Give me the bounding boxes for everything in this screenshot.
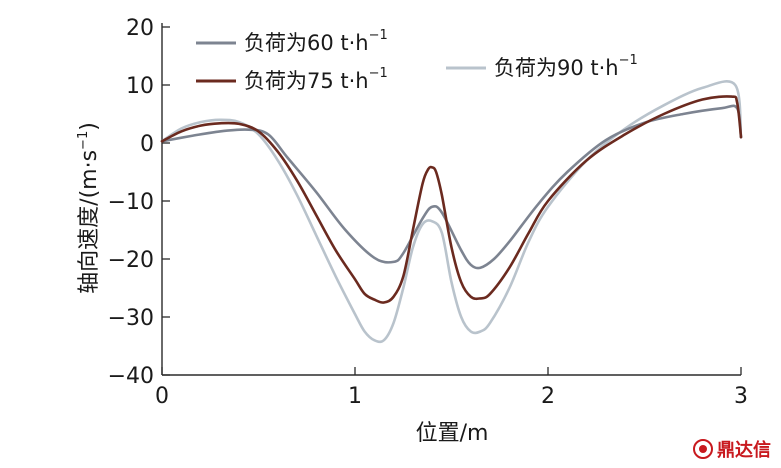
watermark-text: 鼎达信: [717, 440, 771, 461]
y-tick-label: 20: [126, 16, 154, 41]
y-tick-label: −20: [108, 248, 154, 273]
y-axis-title-exponent: −1: [76, 131, 91, 150]
x-tick-label: 1: [348, 384, 362, 409]
x-tick-label: 3: [734, 384, 748, 409]
series-line-2: [160, 95, 743, 304]
y-tick-label: 0: [140, 132, 154, 157]
x-tick-label: 0: [155, 384, 169, 409]
legend-label-2: 负荷为75 t·h−1: [244, 66, 388, 93]
legend-label-1: 负荷为60 t·h−1: [244, 28, 388, 55]
chart-legend: 负荷为60 t·h−1 负荷为75 t·h−1 负荷为90 t·h−1: [196, 28, 638, 93]
x-tick-label: 2: [541, 384, 555, 409]
watermark-logo: 鼎达信: [693, 436, 771, 462]
y-tick-label: −40: [108, 364, 154, 389]
chart-axis-titles: 位置/m 轴向速度/(m·s−1): [76, 122, 488, 446]
logo-mark-icon: [693, 439, 713, 459]
y-tick-label: −10: [108, 190, 154, 215]
legend-label-3: 负荷为90 t·h−1: [494, 53, 638, 80]
y-tick-label: 10: [126, 74, 154, 99]
y-axis-title-main: 轴向速度/(m·s: [77, 150, 102, 294]
y-axis-title-close: ): [77, 122, 102, 131]
x-axis-title: 位置/m: [416, 421, 489, 446]
y-tick-label: −30: [108, 306, 154, 331]
y-axis-title: 轴向速度/(m·s−1): [76, 122, 102, 294]
series-line-1: [160, 104, 743, 270]
chart-series-layer: [160, 80, 743, 344]
series-line-3: [160, 80, 743, 344]
